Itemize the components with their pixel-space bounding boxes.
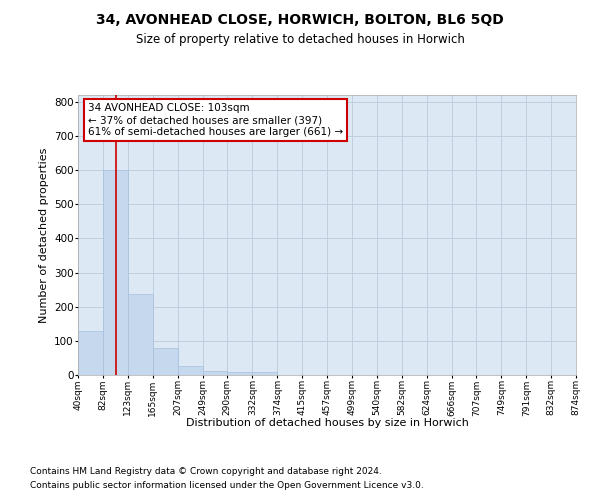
Text: 34 AVONHEAD CLOSE: 103sqm
← 37% of detached houses are smaller (397)
61% of semi: 34 AVONHEAD CLOSE: 103sqm ← 37% of detac… bbox=[88, 104, 343, 136]
Text: Size of property relative to detached houses in Horwich: Size of property relative to detached ho… bbox=[136, 32, 464, 46]
Bar bbox=[178, 366, 203, 375]
Text: 34, AVONHEAD CLOSE, HORWICH, BOLTON, BL6 5QD: 34, AVONHEAD CLOSE, HORWICH, BOLTON, BL6… bbox=[96, 12, 504, 26]
Bar bbox=[152, 348, 178, 375]
Bar bbox=[203, 371, 227, 375]
Text: Contains HM Land Registry data © Crown copyright and database right 2024.: Contains HM Land Registry data © Crown c… bbox=[30, 468, 382, 476]
Bar bbox=[78, 330, 103, 375]
Bar bbox=[103, 170, 128, 375]
Bar bbox=[253, 372, 277, 375]
Text: Distribution of detached houses by size in Horwich: Distribution of detached houses by size … bbox=[185, 418, 469, 428]
Y-axis label: Number of detached properties: Number of detached properties bbox=[38, 148, 49, 322]
Bar bbox=[227, 372, 253, 375]
Text: Contains public sector information licensed under the Open Government Licence v3: Contains public sector information licen… bbox=[30, 481, 424, 490]
Bar bbox=[128, 294, 152, 375]
